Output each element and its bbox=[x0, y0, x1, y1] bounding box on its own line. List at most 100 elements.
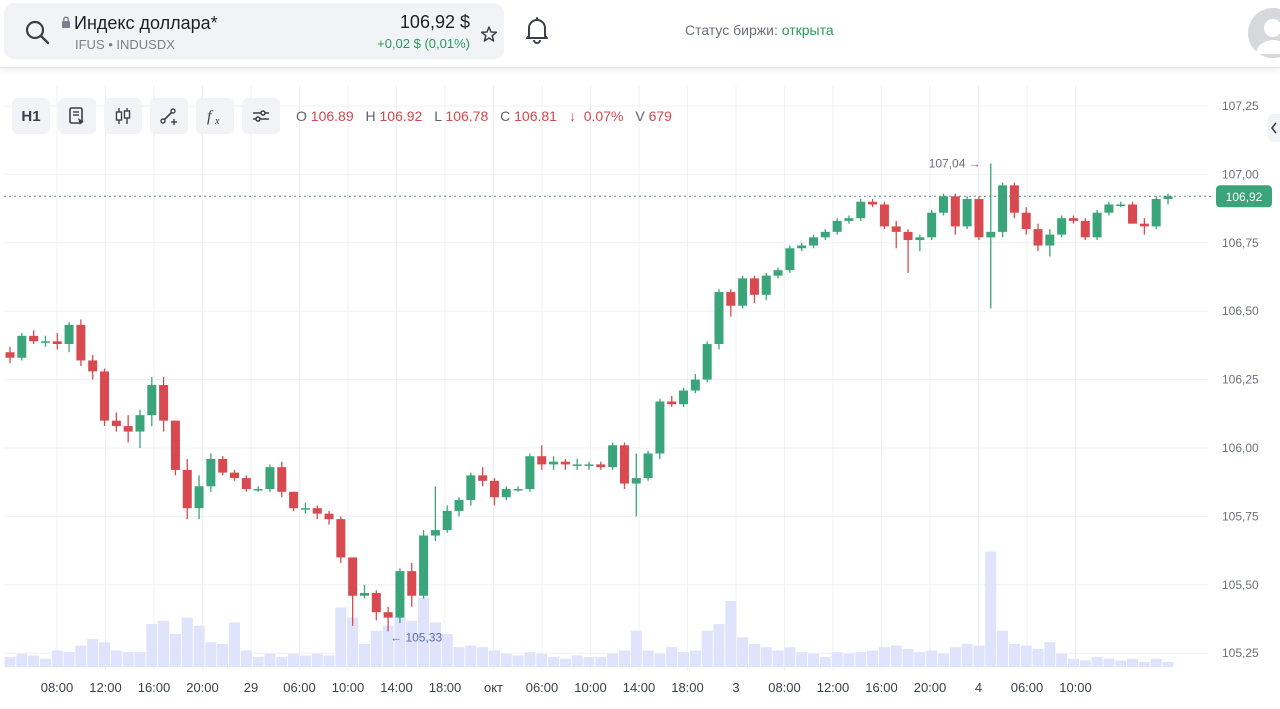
svg-text:x: x bbox=[214, 116, 220, 126]
volume-bar bbox=[1091, 657, 1103, 667]
candle-body bbox=[111, 420, 121, 427]
chart-area[interactable]: 107,25 107,00 106,75 106,50 106,25 106,00 105,… bbox=[0, 86, 1280, 709]
candle-body bbox=[1057, 218, 1067, 235]
ohlc-high-label: H bbox=[365, 108, 376, 124]
settings-button[interactable] bbox=[242, 98, 280, 134]
exchange-status: Статус биржи: открыта bbox=[685, 22, 834, 38]
candle-body bbox=[218, 458, 228, 473]
exchange-status-label: Статус биржи: bbox=[685, 22, 782, 38]
y-tick-label: 105,75 bbox=[1222, 509, 1259, 523]
candle-body bbox=[927, 212, 937, 238]
volume-bar bbox=[500, 653, 512, 667]
ohlc-close: 106.81 bbox=[514, 108, 557, 124]
volume-bar bbox=[75, 645, 87, 667]
volume-bar bbox=[146, 624, 158, 667]
script-button[interactable] bbox=[58, 98, 96, 134]
candle-body bbox=[359, 593, 369, 596]
x-tick-label: 10:00 bbox=[332, 680, 365, 695]
panel-collapse-tab[interactable] bbox=[1268, 114, 1280, 142]
candle-body bbox=[714, 292, 724, 345]
volume-bar bbox=[323, 655, 335, 667]
candle-body bbox=[868, 201, 878, 205]
candle-body bbox=[1021, 212, 1031, 230]
candles-icon bbox=[115, 108, 131, 124]
indicators-icon: f x bbox=[207, 108, 220, 126]
volume-bar bbox=[772, 650, 784, 667]
volume-bar bbox=[99, 642, 111, 667]
x-tick-label: 20:00 bbox=[186, 680, 219, 695]
volume-bar bbox=[335, 607, 347, 667]
volume-bar bbox=[370, 630, 382, 667]
candle-body bbox=[395, 571, 405, 618]
volume-bar bbox=[347, 617, 359, 667]
candle-body bbox=[856, 201, 866, 219]
ticker-card[interactable]: Индекс доллара* IFUS • INDUSDX 106,92 $ … bbox=[4, 3, 504, 59]
candle-body bbox=[1009, 185, 1019, 213]
candle-body bbox=[1033, 229, 1043, 246]
volume-bar bbox=[87, 638, 99, 667]
ohlc-open-label: O bbox=[296, 108, 307, 124]
price-chart[interactable]: 107,25 107,00 106,75 106,50 106,25 106,00 105,… bbox=[0, 86, 1280, 709]
volume-bar bbox=[1008, 643, 1020, 667]
volume-bar bbox=[878, 647, 890, 667]
volume-bar bbox=[949, 647, 961, 667]
avatar[interactable] bbox=[1248, 8, 1280, 58]
x-tick-label: 3 bbox=[732, 680, 739, 695]
volume-bar bbox=[642, 650, 654, 667]
volume-bar bbox=[4, 657, 16, 667]
top-bar: Индекс доллара* IFUS • INDUSDX 106,92 $ … bbox=[0, 0, 1280, 68]
indicators-button[interactable]: f x bbox=[196, 98, 234, 134]
candle-body bbox=[100, 371, 110, 421]
volume-bar bbox=[843, 653, 855, 667]
y-tick-label: 106,00 bbox=[1222, 441, 1259, 455]
candle-body bbox=[891, 226, 901, 232]
volume-bar bbox=[548, 657, 560, 667]
y-tick-label: 106,75 bbox=[1222, 236, 1259, 250]
volume-bar bbox=[559, 658, 571, 667]
volume-bar bbox=[240, 650, 252, 667]
volume-bar bbox=[926, 650, 938, 667]
x-tick-label: 10:00 bbox=[1059, 680, 1092, 695]
search-icon[interactable] bbox=[24, 19, 50, 45]
volume-bar bbox=[760, 647, 772, 667]
x-tick-label: 10:00 bbox=[574, 680, 607, 695]
ohlc-low: 106.78 bbox=[445, 108, 489, 124]
volume-bar bbox=[725, 601, 737, 667]
bell-icon[interactable] bbox=[524, 16, 550, 44]
candle-body bbox=[371, 593, 381, 613]
volume-bar bbox=[1020, 645, 1032, 667]
ohlc-change-arrow: ↓ bbox=[568, 108, 576, 124]
ticker-subtitle: IFUS • INDUSDX bbox=[75, 37, 175, 52]
y-tick-label: 106,50 bbox=[1222, 304, 1259, 318]
candle-body bbox=[738, 278, 748, 306]
ohlc-volume-label: V bbox=[635, 108, 645, 124]
candle-body bbox=[336, 519, 346, 558]
volume-bar bbox=[607, 653, 619, 667]
candle-body bbox=[501, 489, 511, 498]
high-annotation: 107,04 → bbox=[929, 156, 981, 170]
volume-bar bbox=[1127, 658, 1139, 667]
candle-body bbox=[525, 456, 535, 490]
star-icon[interactable] bbox=[480, 25, 498, 43]
candle-body bbox=[383, 612, 393, 618]
volume-bar bbox=[51, 650, 63, 667]
volume-bar bbox=[28, 655, 40, 667]
candle-body bbox=[584, 464, 594, 466]
interval-button[interactable]: H1 bbox=[12, 98, 50, 134]
candle-body bbox=[182, 469, 192, 509]
chart-toolbar: H1 bbox=[12, 98, 280, 134]
candles-button[interactable] bbox=[104, 98, 142, 134]
volume-bar bbox=[666, 647, 678, 667]
volume-bar bbox=[796, 652, 808, 667]
volume-bar bbox=[914, 652, 926, 667]
candle-body bbox=[489, 480, 499, 498]
volume-bar bbox=[808, 653, 820, 667]
candle-body bbox=[797, 245, 807, 249]
candle-body bbox=[29, 335, 39, 342]
volume-bar bbox=[937, 653, 949, 667]
candle-body bbox=[832, 220, 842, 232]
candle-body bbox=[241, 478, 251, 490]
drawing-button[interactable] bbox=[150, 98, 188, 134]
candle-body bbox=[749, 278, 759, 295]
candle-body bbox=[1116, 204, 1126, 206]
